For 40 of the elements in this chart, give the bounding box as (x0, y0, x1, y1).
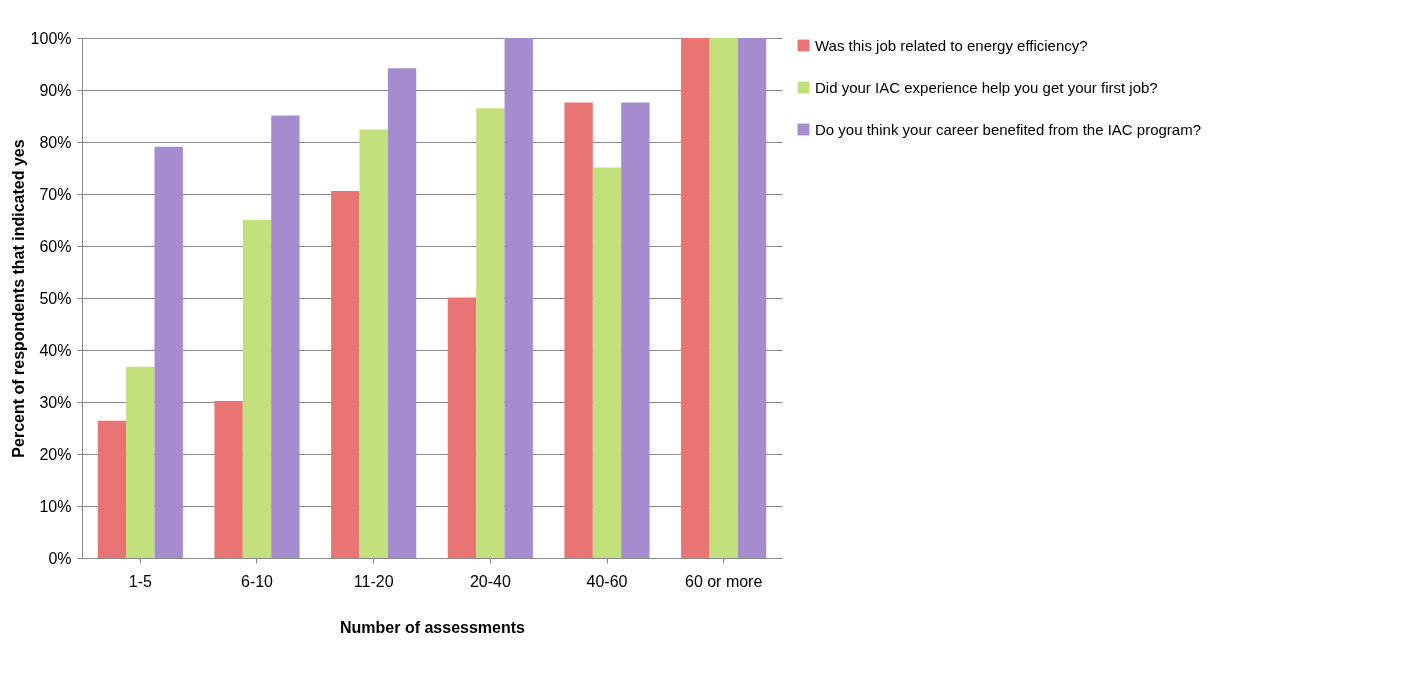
x-tick-label: 11-20 (353, 572, 394, 590)
y-axis-title: Percent of respondents that indicated yes (9, 139, 27, 458)
bar (709, 38, 738, 558)
x-tick-label: 1-5 (128, 572, 152, 590)
bar (621, 102, 650, 558)
x-tick-label: 6-10 (240, 572, 274, 590)
bar (242, 220, 272, 558)
legend-label: Do you think your career benefited from the IAC program? (815, 120, 1202, 138)
x-tick-label: 60 or more (684, 572, 763, 590)
y-tick-label: 20% (39, 445, 72, 463)
legend-label: Was this job related to energy efficiency? (815, 36, 1088, 54)
bar (564, 102, 593, 558)
y-tick-label: 40% (39, 341, 72, 359)
y-tick-label: 70% (39, 185, 72, 203)
bar (504, 38, 533, 558)
y-tick-label: 60% (39, 237, 72, 255)
bar (681, 38, 710, 558)
y-tick-label: 90% (39, 81, 72, 99)
y-tick-label: 100% (30, 29, 72, 47)
bar (359, 129, 388, 558)
bar (126, 366, 155, 558)
x-axis-title: Number of assessments (340, 618, 526, 636)
bar (154, 146, 183, 558)
legend-label: Did your IAC experience help you get your first job? (815, 78, 1158, 96)
y-tick-label: 0% (48, 549, 72, 567)
bar (331, 190, 360, 558)
bar (387, 68, 417, 558)
bar (592, 167, 622, 558)
y-tick-label: 80% (39, 133, 72, 151)
y-tick-label: 50% (39, 289, 72, 307)
y-tick-label: 30% (39, 393, 72, 411)
bar (447, 297, 477, 558)
x-tick-label: 20-40 (469, 572, 511, 590)
bar (476, 108, 505, 558)
bar (271, 115, 300, 558)
bar (214, 400, 243, 558)
x-tick-label: 40-60 (586, 572, 628, 590)
y-tick-label: 10% (39, 497, 72, 515)
bar (737, 38, 767, 558)
bar (97, 420, 127, 558)
